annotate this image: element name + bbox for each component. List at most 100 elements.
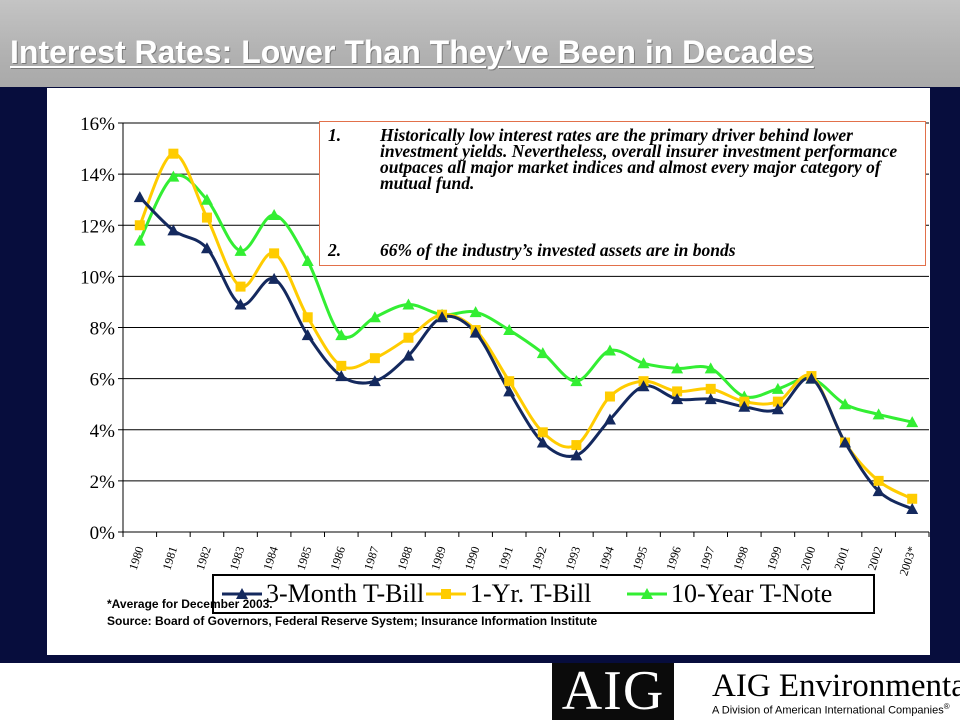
x-tick-label: 2002 (865, 545, 886, 572)
brand-subtitle: A Division of American International Com… (712, 702, 950, 717)
legend-label-1-yr-tbill: 1-Yr. T-Bill (470, 579, 592, 608)
data-point-triangle (671, 393, 684, 405)
legend-item-10-year-tnote: 10-Year T-Note (627, 576, 832, 612)
legend-item-1-yr-tbill: 1-Yr. T-Bill (426, 576, 591, 612)
data-point-triangle (200, 242, 213, 254)
x-tick-label: 1991 (495, 545, 516, 572)
x-tick-label: 1987 (361, 545, 382, 572)
callout-item-1: 1. Historically low interest rates are t… (328, 125, 916, 193)
data-point-triangle (536, 347, 549, 359)
data-point-triangle (671, 362, 684, 374)
data-point-square (336, 360, 347, 371)
x-tick-label: 2000 (798, 545, 819, 572)
y-tick-label: 6% (90, 370, 116, 391)
legend-item-3-month-tbill: 3-Month T-Bill (222, 576, 424, 612)
data-point-square (772, 396, 783, 407)
data-point-triangle (167, 170, 180, 182)
x-tick-label: 1999 (764, 545, 785, 572)
x-tick-label: 1998 (730, 545, 751, 572)
y-tick-label: 10% (80, 267, 115, 288)
x-tick-label: 1985 (294, 545, 315, 572)
chart-panel: 0% 2% 4% 6% 8% 10% 12% 14% 16% 1980 1981 1982 1983 19… (47, 88, 930, 655)
data-point-triangle (536, 436, 549, 448)
data-point-triangle (637, 357, 650, 369)
x-tick-label: 1989 (428, 545, 449, 572)
data-point-triangle (133, 191, 146, 203)
data-point-triangle (872, 485, 885, 497)
data-point-triangle (704, 362, 717, 374)
data-point-triangle (637, 380, 650, 392)
y-tick-label: 4% (90, 421, 116, 442)
data-point-square (907, 493, 918, 504)
legend-marker-3-month-tbill (222, 588, 262, 599)
brand-name-text: AIG Environmental (712, 668, 960, 704)
y-tick-label: 0% (90, 523, 116, 544)
chart-source: Source: Board of Governors, Federal Rese… (107, 614, 598, 628)
x-tick-label: 1984 (260, 545, 281, 572)
x-tick-label: 1986 (327, 545, 348, 572)
data-point-triangle (301, 329, 314, 341)
data-point-triangle (167, 224, 180, 236)
data-point-triangle (234, 298, 247, 310)
data-point-triangle (268, 209, 281, 221)
data-point-square (604, 391, 615, 402)
x-tick-label: 1988 (395, 545, 416, 572)
x-tick-label: 1982 (193, 545, 214, 572)
x-tick-label: 2003* (896, 545, 919, 578)
x-tick-label: 1990 (462, 545, 483, 572)
data-point-triangle (436, 311, 449, 323)
legend-label-10-year-tnote: 10-Year T-Note (671, 579, 833, 608)
data-point-triangle (368, 311, 381, 323)
data-point-square (134, 220, 145, 231)
legend-marker-10-year-tnote (627, 588, 667, 599)
y-tick-label: 8% (90, 319, 116, 340)
data-point-square (571, 440, 582, 451)
x-tick-label: 1983 (227, 545, 248, 572)
data-point-triangle (469, 326, 482, 338)
chart-footnote: *Average for December 2003. (107, 597, 273, 611)
data-point-square (672, 386, 683, 397)
data-point-triangle (133, 234, 146, 246)
data-point-square (235, 281, 246, 292)
y-tick-label: 16% (80, 114, 115, 135)
data-point-triangle (872, 408, 885, 420)
callout-item-2: 2. 66% of the industry’s invested assets… (328, 240, 916, 260)
x-tick-label: 2001 (831, 545, 852, 572)
data-point-triangle (335, 370, 348, 382)
x-tick-label: 1992 (529, 545, 550, 572)
registered-mark-small-icon: ® (943, 702, 950, 711)
legend-label-3-month-tbill: 3-Month T-Bill (266, 579, 425, 608)
y-tick-label: 12% (80, 216, 115, 237)
data-point-triangle (503, 324, 516, 336)
y-tick-label: 2% (90, 472, 116, 493)
data-point-square (302, 312, 313, 323)
x-tick-label: 1993 (562, 545, 583, 572)
data-point-triangle (771, 403, 784, 415)
slide-title: Interest Rates: Lower Than They’ve Been … (10, 34, 814, 70)
data-point-square (504, 376, 515, 387)
x-tick-label: 1994 (596, 545, 617, 572)
x-tick-label: 1981 (159, 545, 180, 572)
data-point-square (168, 148, 179, 159)
data-point-triangle (603, 413, 616, 425)
data-point-triangle (402, 298, 415, 310)
brand-subtitle-text: A Division of American International Com… (712, 704, 944, 717)
data-point-triangle (234, 244, 247, 256)
data-point-triangle (805, 372, 818, 384)
callout-text-2: 66% of the industry’s invested assets ar… (380, 240, 736, 260)
data-point-triangle (906, 416, 919, 428)
callout-number-2: 2. (328, 240, 342, 260)
data-point-triangle (839, 398, 852, 410)
data-point-triangle (570, 375, 583, 387)
callout-text-1: Historically low interest rates are the … (380, 125, 898, 193)
x-tick-label: 1995 (630, 545, 651, 572)
brand-name: AIG Environmental® (712, 668, 960, 705)
data-point-triangle (268, 272, 281, 284)
legend-marker-1-yr-tbill (426, 589, 466, 599)
y-tick-label: 14% (80, 165, 115, 186)
data-point-square (201, 212, 212, 223)
data-point-triangle (301, 255, 314, 267)
data-point-triangle (704, 393, 717, 405)
data-point-square (705, 383, 716, 394)
data-point-triangle (200, 193, 213, 205)
